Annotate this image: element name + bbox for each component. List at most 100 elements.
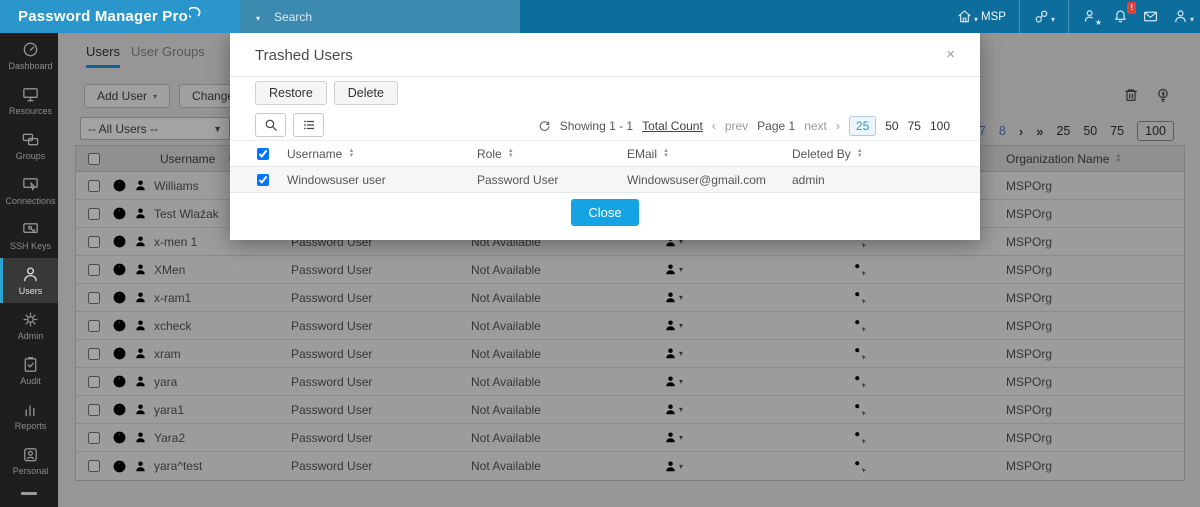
- close-button[interactable]: Close: [571, 199, 639, 226]
- modal-close-icon[interactable]: ×: [946, 46, 955, 63]
- next-page-link[interactable]: next: [804, 119, 827, 133]
- sort-icon[interactable]: [857, 149, 863, 159]
- sidebar-item-personal[interactable]: Personal: [0, 438, 58, 483]
- delete-button[interactable]: Delete: [333, 81, 398, 105]
- modal-row-checkbox[interactable]: [257, 173, 269, 186]
- total-count-link[interactable]: Total Count: [642, 119, 703, 133]
- restore-button[interactable]: Restore: [255, 81, 327, 105]
- row-checkbox[interactable]: [88, 347, 100, 360]
- row-checkbox[interactable]: [88, 460, 100, 472]
- password-key-icon[interactable]: [853, 402, 868, 417]
- page-number-link[interactable]: 8: [998, 124, 1006, 138]
- modal-page-size-25[interactable]: 25: [848, 116, 877, 136]
- modal-page-size-75[interactable]: 75: [907, 119, 921, 133]
- row-checkbox[interactable]: [88, 431, 100, 444]
- username[interactable]: xram: [154, 346, 181, 361]
- sidebar-item-groups[interactable]: Groups: [0, 123, 58, 168]
- user-icon[interactable]: [133, 206, 148, 221]
- password-key-icon[interactable]: [853, 430, 868, 445]
- info-icon[interactable]: [112, 346, 127, 361]
- page-size-100[interactable]: 100: [1137, 121, 1174, 141]
- user-icon[interactable]: [133, 430, 148, 445]
- user-actions-icon[interactable]: ▾: [663, 402, 683, 417]
- username[interactable]: yara: [154, 374, 178, 389]
- row-checkbox[interactable]: [88, 291, 100, 304]
- page-number-link[interactable]: 7: [978, 124, 986, 138]
- user-icon[interactable]: [133, 346, 148, 361]
- row-checkbox[interactable]: [88, 375, 100, 388]
- sidebar-more-indicator[interactable]: [0, 483, 58, 503]
- msp-org-switcher[interactable]: ▾ MSP: [956, 8, 1006, 25]
- page-size-25[interactable]: 25: [1056, 124, 1071, 138]
- modal-email-header[interactable]: EMail: [627, 146, 658, 161]
- info-icon[interactable]: [112, 459, 127, 474]
- sidebar-item-resources[interactable]: Resources: [0, 78, 58, 123]
- modal-deleted-by-header[interactable]: Deleted By: [792, 146, 851, 161]
- sidebar-item-ssh-keys[interactable]: SSH Keys: [0, 213, 58, 258]
- next-page-arrow[interactable]: ›: [1018, 123, 1024, 139]
- modal-role-header[interactable]: Role: [477, 146, 502, 161]
- prev-page-link[interactable]: prev: [724, 119, 749, 133]
- page-size-50[interactable]: 50: [1083, 124, 1098, 138]
- row-checkbox[interactable]: [88, 235, 100, 248]
- modal-page-size-100[interactable]: 100: [929, 119, 950, 133]
- password-key-icon[interactable]: [853, 374, 868, 389]
- username[interactable]: Test Wlaźak: [154, 206, 219, 221]
- username-column-header[interactable]: Username: [160, 151, 216, 166]
- user-icon[interactable]: [133, 290, 148, 305]
- column-chooser-button[interactable]: [293, 113, 324, 137]
- modal-username-header[interactable]: Username: [287, 146, 343, 161]
- last-page-arrow[interactable]: »: [1036, 123, 1044, 139]
- approvals-button[interactable]: ★: [1082, 8, 1102, 27]
- username[interactable]: XMen: [154, 262, 186, 277]
- tab-users[interactable]: Users: [86, 44, 120, 68]
- row-checkbox[interactable]: [88, 319, 100, 332]
- user-actions-icon[interactable]: ▾: [663, 459, 683, 474]
- trash-icon[interactable]: [1122, 86, 1140, 104]
- org-column-header[interactable]: Organization Name: [1006, 151, 1110, 166]
- row-checkbox[interactable]: [88, 179, 100, 192]
- user-icon[interactable]: [133, 402, 148, 417]
- username[interactable]: xcheck: [154, 318, 192, 333]
- modal-search-button[interactable]: [255, 113, 286, 137]
- user-icon[interactable]: [133, 318, 148, 333]
- sidebar-item-users[interactable]: Users: [0, 258, 58, 303]
- row-checkbox[interactable]: [88, 263, 100, 276]
- user-actions-icon[interactable]: ▾: [663, 318, 683, 333]
- username[interactable]: Yara2: [154, 430, 186, 445]
- user-actions-icon[interactable]: ▾: [663, 262, 683, 277]
- user-actions-icon[interactable]: ▾: [663, 430, 683, 445]
- user-icon[interactable]: [133, 459, 148, 474]
- tab-user-groups[interactable]: User Groups: [131, 44, 205, 59]
- username[interactable]: Williams: [154, 178, 199, 193]
- sidebar-item-audit[interactable]: Audit: [0, 348, 58, 393]
- bulb-hint-icon[interactable]: [1154, 86, 1172, 104]
- add-user-button[interactable]: Add User ▾: [84, 84, 171, 108]
- password-key-icon[interactable]: [853, 346, 868, 361]
- user-icon[interactable]: [133, 178, 148, 193]
- row-checkbox[interactable]: [88, 207, 100, 220]
- info-icon[interactable]: [112, 318, 127, 333]
- modal-select-all-checkbox[interactable]: [257, 147, 269, 160]
- info-icon[interactable]: [112, 374, 127, 389]
- select-all-checkbox[interactable]: [88, 152, 100, 165]
- messages-button[interactable]: [1142, 8, 1159, 25]
- password-key-icon[interactable]: [853, 262, 868, 277]
- row-checkbox[interactable]: [88, 403, 100, 416]
- user-actions-icon[interactable]: ▾: [663, 346, 683, 361]
- notifications-button[interactable]: !: [1112, 2, 1136, 25]
- sidebar-item-admin[interactable]: Admin: [0, 303, 58, 348]
- next-arrow[interactable]: ›: [835, 119, 840, 133]
- page-size-75[interactable]: 75: [1110, 124, 1125, 138]
- password-key-icon[interactable]: [853, 318, 868, 333]
- modal-page-size-50[interactable]: 50: [885, 119, 899, 133]
- user-icon[interactable]: [133, 374, 148, 389]
- search-scope-caret-icon[interactable]: ▾: [256, 14, 261, 23]
- username[interactable]: x-men 1: [154, 234, 198, 249]
- user-icon[interactable]: [133, 234, 148, 249]
- sidebar-item-reports[interactable]: Reports: [0, 393, 58, 438]
- sort-icon[interactable]: [663, 149, 669, 159]
- info-icon[interactable]: [112, 178, 127, 193]
- info-icon[interactable]: [112, 402, 127, 417]
- user-icon[interactable]: [133, 262, 148, 277]
